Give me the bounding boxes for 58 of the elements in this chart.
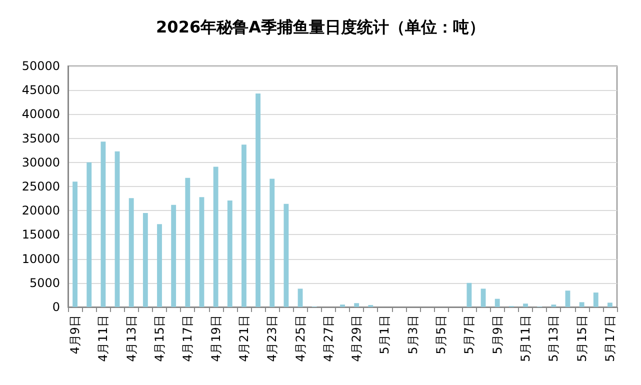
bar <box>480 288 486 307</box>
bar <box>227 200 232 307</box>
x-tick-label: 4月27日 <box>321 315 336 362</box>
x-tick-label: 5月13日 <box>546 315 561 362</box>
bar <box>256 93 260 307</box>
x-tick-label: 4月9日 <box>68 315 82 354</box>
x-tick-label: 4月19日 <box>208 315 223 362</box>
x-tick-label: 5月3日 <box>406 315 420 354</box>
bar <box>523 304 528 307</box>
x-tick-label: 4月17日 <box>180 315 195 362</box>
x-tick-label: 4月23日 <box>265 315 280 362</box>
y-tick-label: 25000 <box>22 180 60 194</box>
y-tick-label: 50000 <box>22 59 60 73</box>
x-tick-label: 4月25日 <box>293 315 308 362</box>
y-tick-label: 45000 <box>22 83 60 98</box>
x-tick-label: 4月13日 <box>124 315 138 362</box>
bar <box>72 182 78 307</box>
bar <box>213 166 218 307</box>
x-tick-label: 4月11日 <box>96 315 110 362</box>
x-tick-label: 5月15日 <box>574 315 589 362</box>
y-tick-label: 20000 <box>22 204 60 218</box>
x-tick-label: 5月7日 <box>462 315 476 354</box>
x-tick-label: 5月11日 <box>518 315 532 362</box>
x-tick-label: 4月15日 <box>152 315 166 362</box>
y-tick-label: 10000 <box>22 252 60 266</box>
chart-title: 2026年秘鲁A季捕鱼量日度统计（单位：吨） <box>156 18 485 36</box>
bar <box>157 224 162 307</box>
x-tick-label: 5月9日 <box>490 315 504 354</box>
x-tick-label: 5月17日 <box>602 315 617 362</box>
bar <box>100 142 106 307</box>
bar <box>199 197 204 307</box>
bar <box>242 144 246 307</box>
x-tick-label: 5月5日 <box>434 315 448 354</box>
y-tick-label: 30000 <box>22 155 60 170</box>
bar <box>270 178 275 307</box>
x-tick-label: 4月29日 <box>350 315 364 362</box>
y-tick-label: 15000 <box>22 228 60 242</box>
y-tick-label: 35000 <box>22 131 60 146</box>
bar <box>185 178 190 307</box>
bar <box>593 292 598 307</box>
bar <box>284 204 289 307</box>
bar <box>171 204 176 307</box>
y-tick-label: 0 <box>52 300 60 314</box>
bar <box>86 162 92 307</box>
bar <box>298 288 303 307</box>
bar <box>466 282 472 307</box>
x-tick-label: 5月1日 <box>378 315 392 354</box>
bar <box>354 303 360 307</box>
bar <box>565 290 570 307</box>
x-tick-label: 4月21日 <box>236 315 251 362</box>
bar <box>579 302 584 307</box>
bar <box>608 302 612 307</box>
bar <box>142 213 148 307</box>
y-tick-label: 5000 <box>29 276 60 290</box>
y-tick-label: 40000 <box>22 107 60 122</box>
bar <box>128 198 134 307</box>
bar <box>114 151 120 307</box>
bar <box>494 298 500 307</box>
